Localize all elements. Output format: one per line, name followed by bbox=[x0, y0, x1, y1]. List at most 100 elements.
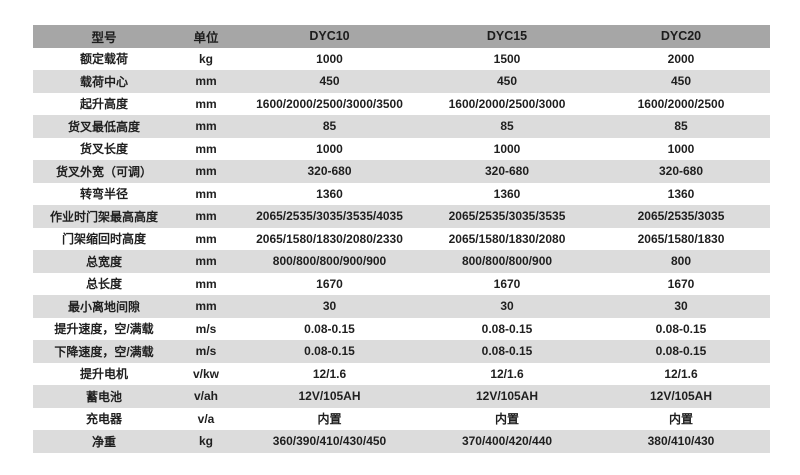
row-label: 载荷中心 bbox=[79, 74, 128, 89]
table-row: 载荷中心 mm 450 450 450 bbox=[33, 70, 770, 93]
row-label: 提升速度，空/满载 bbox=[54, 322, 154, 337]
row-unit: mm bbox=[195, 119, 217, 134]
cell-dyc20: 2000 bbox=[667, 51, 695, 66]
cell-dyc15: 1600/2000/2500/3000 bbox=[448, 96, 566, 111]
row-unit: v/a bbox=[197, 411, 215, 426]
row-unit: mm bbox=[195, 254, 217, 269]
cell-dyc10: 85 bbox=[322, 119, 337, 134]
cell-dyc20: 1670 bbox=[667, 276, 695, 291]
cell-dyc10: 0.08-0.15 bbox=[304, 321, 355, 336]
header-dyc10: DYC10 bbox=[309, 29, 350, 44]
row-unit: mm bbox=[195, 74, 217, 89]
row-label: 货叉外宽（可调） bbox=[55, 164, 152, 179]
cell-dyc20: 30 bbox=[674, 299, 688, 314]
header-row: 型号 单位 DYC10 DYC15 DYC20 bbox=[33, 25, 770, 48]
cell-dyc15: 30 bbox=[500, 299, 514, 314]
table-row: 转弯半径 mm 1360 1360 1360 bbox=[33, 182, 770, 205]
table-row: 提升速度，空/满载 m/s 0.08-0.15 0.08-0.15 0.08-0… bbox=[33, 317, 770, 340]
row-unit: mm bbox=[195, 276, 217, 291]
row-unit: mm bbox=[195, 186, 217, 201]
cell-dyc10: 12V/105AH bbox=[298, 389, 361, 404]
cell-dyc20: 12V/105AH bbox=[649, 389, 713, 404]
cell-dyc20: 380/410/430 bbox=[647, 434, 715, 449]
row-label: 净重 bbox=[91, 434, 116, 449]
cell-dyc10: 1000 bbox=[316, 141, 343, 156]
cell-dyc15: 12V/105AH bbox=[475, 389, 539, 404]
cell-dyc15: 0.08-0.15 bbox=[481, 344, 533, 359]
row-unit: mm bbox=[195, 209, 217, 224]
table-row: 充电器 v/a 内置 内置 内置 bbox=[33, 407, 770, 430]
cell-dyc20: 320-680 bbox=[658, 164, 704, 179]
row-unit: mm bbox=[195, 231, 217, 246]
table-row: 货叉外宽（可调） mm 320-680 320-680 320-680 bbox=[33, 160, 770, 183]
cell-dyc10: 1670 bbox=[316, 276, 343, 291]
row-label: 提升电机 bbox=[79, 367, 128, 382]
cell-dyc20: 2065/1580/1830 bbox=[637, 231, 725, 246]
row-label: 货叉最低高度 bbox=[67, 119, 140, 134]
row-unit: mm bbox=[195, 96, 217, 111]
cell-dyc15: 320-680 bbox=[484, 164, 530, 179]
cell-dyc10: 内置 bbox=[317, 412, 342, 427]
cell-dyc10: 800/800/800/900/900 bbox=[272, 254, 387, 269]
cell-dyc20: 0.08-0.15 bbox=[655, 321, 707, 336]
cell-dyc15: 800/800/800/900 bbox=[461, 254, 553, 269]
cell-dyc10: 450 bbox=[319, 74, 340, 89]
cell-dyc15: 85 bbox=[500, 119, 514, 134]
row-unit: mm bbox=[195, 299, 217, 314]
cell-dyc15: 1500 bbox=[493, 51, 521, 66]
row-unit: mm bbox=[195, 141, 217, 156]
cell-dyc20: 2065/2535/3035 bbox=[637, 209, 725, 224]
table-row: 起升高度 mm 1600/2000/2500/3000/3500 1600/20… bbox=[33, 92, 770, 115]
table-row: 总宽度 mm 800/800/800/900/900 800/800/800/9… bbox=[33, 250, 770, 273]
spec-table-header: 型号 单位 DYC10 DYC15 DYC20 bbox=[33, 25, 770, 48]
cell-dyc15: 12/1.6 bbox=[490, 366, 524, 381]
table-row: 最小离地间隙 mm 30 30 30 bbox=[33, 295, 770, 318]
row-label: 起升高度 bbox=[79, 97, 128, 112]
row-label: 总长度 bbox=[85, 277, 122, 292]
cell-dyc20: 800 bbox=[670, 254, 692, 269]
row-label: 充电器 bbox=[85, 412, 122, 427]
row-label: 总宽度 bbox=[85, 254, 122, 269]
cell-dyc10: 320-680 bbox=[307, 164, 352, 179]
table-row: 总长度 mm 1670 1670 1670 bbox=[33, 272, 770, 295]
cell-dyc20: 0.08-0.15 bbox=[655, 344, 707, 359]
table-row: 货叉长度 mm 1000 1000 1000 bbox=[33, 137, 770, 160]
row-unit: v/ah bbox=[193, 389, 218, 404]
cell-dyc10: 2065/1580/1830/2080/2330 bbox=[256, 231, 403, 246]
cell-dyc15: 450 bbox=[496, 74, 518, 89]
cell-dyc10: 1000 bbox=[316, 51, 343, 66]
row-label: 最小离地间隙 bbox=[67, 299, 140, 314]
cell-dyc20: 1600/2000/2500 bbox=[637, 96, 725, 111]
row-unit: m/s bbox=[195, 321, 217, 336]
cell-dyc20: 12/1.6 bbox=[664, 366, 698, 381]
table-row: 提升电机 v/kw 12/1.6 12/1.6 12/1.6 bbox=[33, 362, 770, 385]
cell-dyc20: 1000 bbox=[667, 141, 695, 156]
header-dyc15: DYC15 bbox=[486, 29, 528, 44]
row-label: 蓄电池 bbox=[85, 389, 122, 404]
cell-dyc15: 1360 bbox=[493, 186, 521, 201]
cell-dyc20: 1360 bbox=[667, 186, 695, 201]
cell-dyc10: 30 bbox=[322, 299, 337, 314]
row-unit: m/s bbox=[195, 344, 217, 359]
row-label: 门架缩回时高度 bbox=[61, 232, 146, 247]
cell-dyc15: 内置 bbox=[494, 412, 519, 427]
cell-dyc10: 1600/2000/2500/3000/3500 bbox=[256, 96, 403, 111]
cell-dyc15: 1000 bbox=[493, 141, 521, 156]
cell-dyc15: 1670 bbox=[493, 276, 521, 291]
row-label: 下降速度，空/满载 bbox=[54, 344, 154, 359]
cell-dyc15: 2065/2535/3035/3535 bbox=[448, 209, 566, 224]
table-row: 门架缩回时高度 mm 2065/1580/1830/2080/2330 2065… bbox=[33, 227, 770, 250]
cell-dyc15: 370/400/420/440 bbox=[461, 434, 553, 449]
table-row: 下降速度，空/满载 m/s 0.08-0.15 0.08-0.15 0.08-0… bbox=[33, 340, 770, 363]
row-unit: kg bbox=[198, 434, 213, 449]
cell-dyc10: 360/390/410/430/450 bbox=[272, 434, 387, 449]
header-dyc20: DYC20 bbox=[660, 29, 702, 44]
cell-dyc20: 85 bbox=[674, 119, 688, 134]
cell-dyc10: 1360 bbox=[316, 186, 343, 201]
cell-dyc10: 12/1.6 bbox=[312, 366, 347, 381]
table-row: 净重 kg 360/390/410/430/450 370/400/420/44… bbox=[33, 430, 770, 453]
spec-table-body: 额定载荷 kg 1000 1500 2000 载荷中心 mm 450 450 4… bbox=[33, 47, 770, 453]
table-row: 作业时门架最高高度 mm 2065/2535/3035/3535/4035 20… bbox=[33, 205, 770, 228]
table-row: 货叉最低高度 mm 85 85 85 bbox=[33, 115, 770, 138]
